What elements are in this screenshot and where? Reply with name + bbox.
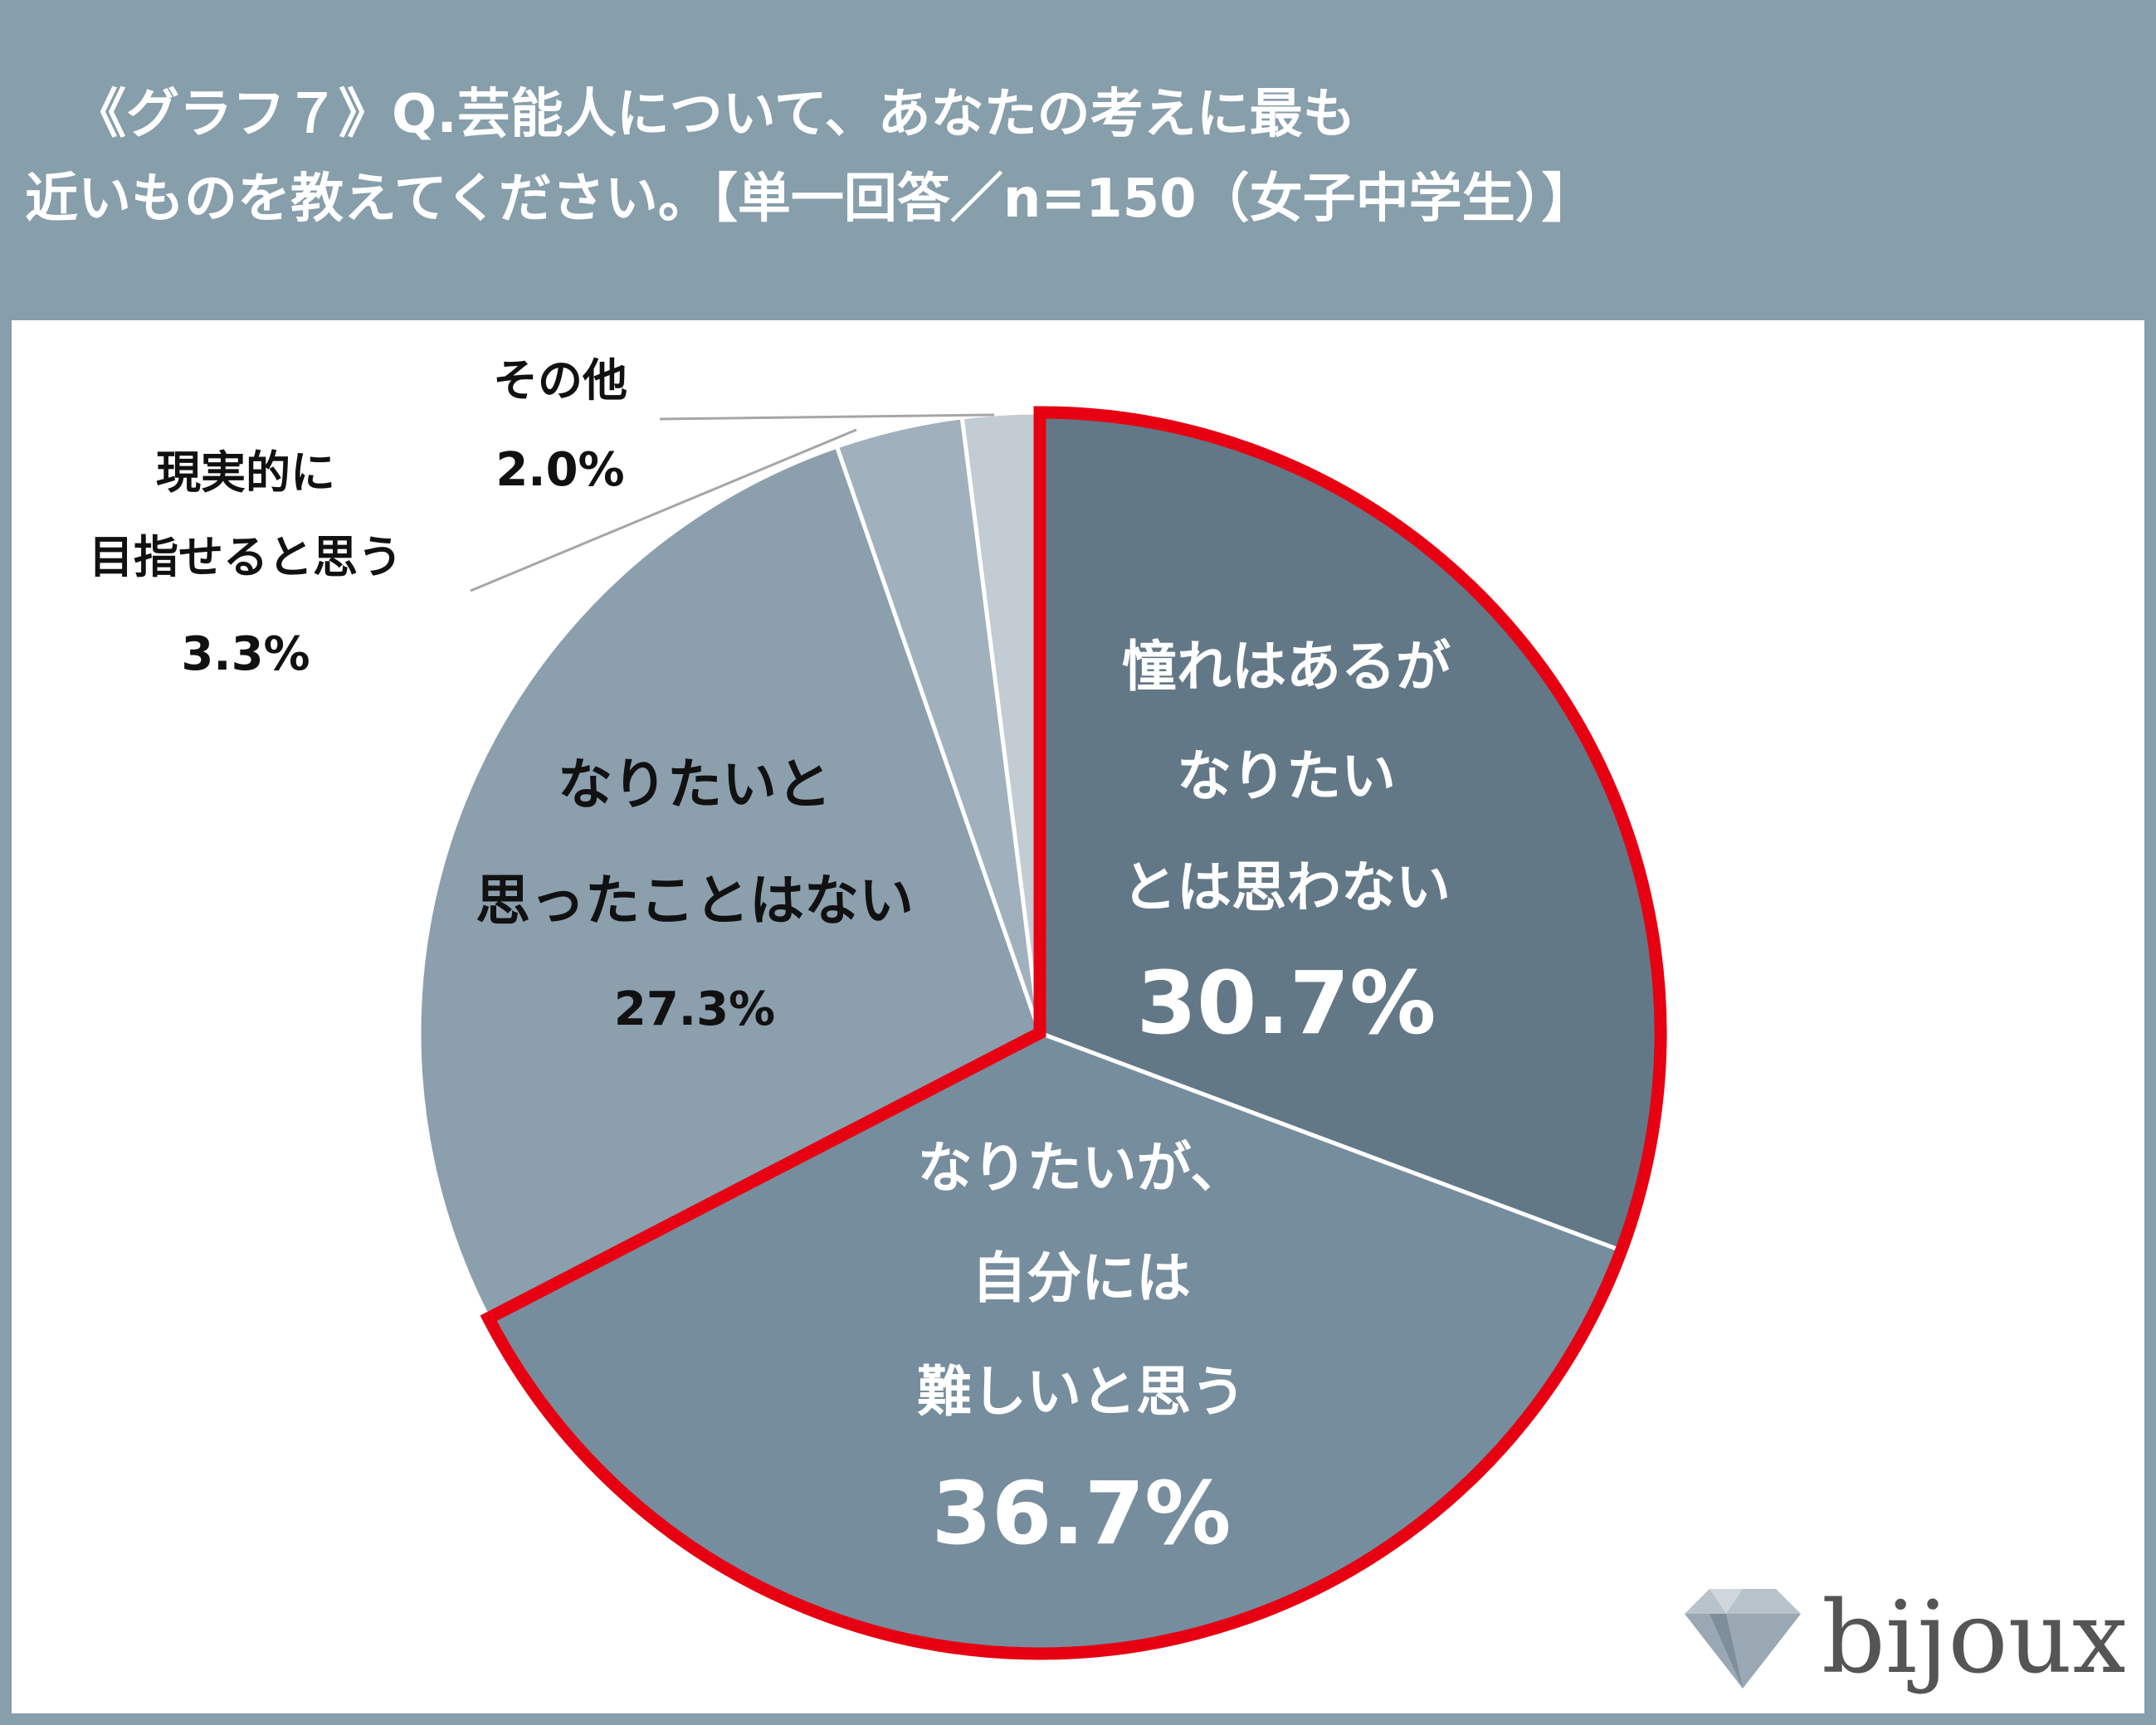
chart-title-line-2: 近いものを教えてください。【単一回答／n=150（女子中学生）】: [25, 168, 1595, 230]
slice-label-1-line-3: とは思わない: [1122, 855, 1451, 919]
slice-label-2-line-1: なりたいが、: [918, 1136, 1246, 1200]
slice-label-3-line-1: なりたいと: [558, 753, 832, 816]
highlight-outline: [480, 406, 1667, 1660]
header-banner: 《グラフ７》Q.芸能人について、あなたの考えに最も 近いものを教えてください。【…: [0, 0, 2156, 319]
slice-label-4-line-1: 現実的に: [156, 446, 335, 499]
pie-slice-3: [417, 443, 1043, 1322]
slice-label-1-line-1: 憧れはあるが: [1122, 635, 1451, 699]
slice-label-5-line-1: その他: [493, 354, 627, 407]
slice-value-5: 2.0%: [495, 443, 624, 497]
slice-label-3-line-2: 思ったことはない: [476, 869, 914, 933]
slice-value-3: 27.3%: [614, 982, 775, 1036]
brand-name: bijoux: [1822, 1581, 2124, 1696]
bijoux-logo: bijoux: [1685, 1581, 2124, 1696]
leader-line-2: [659, 413, 995, 421]
slice-value-2: 36.7%: [932, 1463, 1232, 1564]
slice-label-2-line-3: 難しいと思う: [917, 1360, 1246, 1424]
slice-label-2-line-2: 自分には: [972, 1246, 1191, 1310]
chart-title-line-1: 《グラフ７》Q.芸能人について、あなたの考えに最も: [73, 84, 1356, 145]
diamond-icon: [1685, 1589, 1801, 1688]
slice-label-4-line-2: 目指せると思う: [89, 531, 402, 583]
slice-label-1-line-2: なりたい: [1177, 744, 1396, 808]
slice-value-1: 30.7%: [1137, 953, 1437, 1054]
leader-line-1: [470, 428, 857, 592]
slice-value-4: 3.3%: [181, 627, 310, 681]
